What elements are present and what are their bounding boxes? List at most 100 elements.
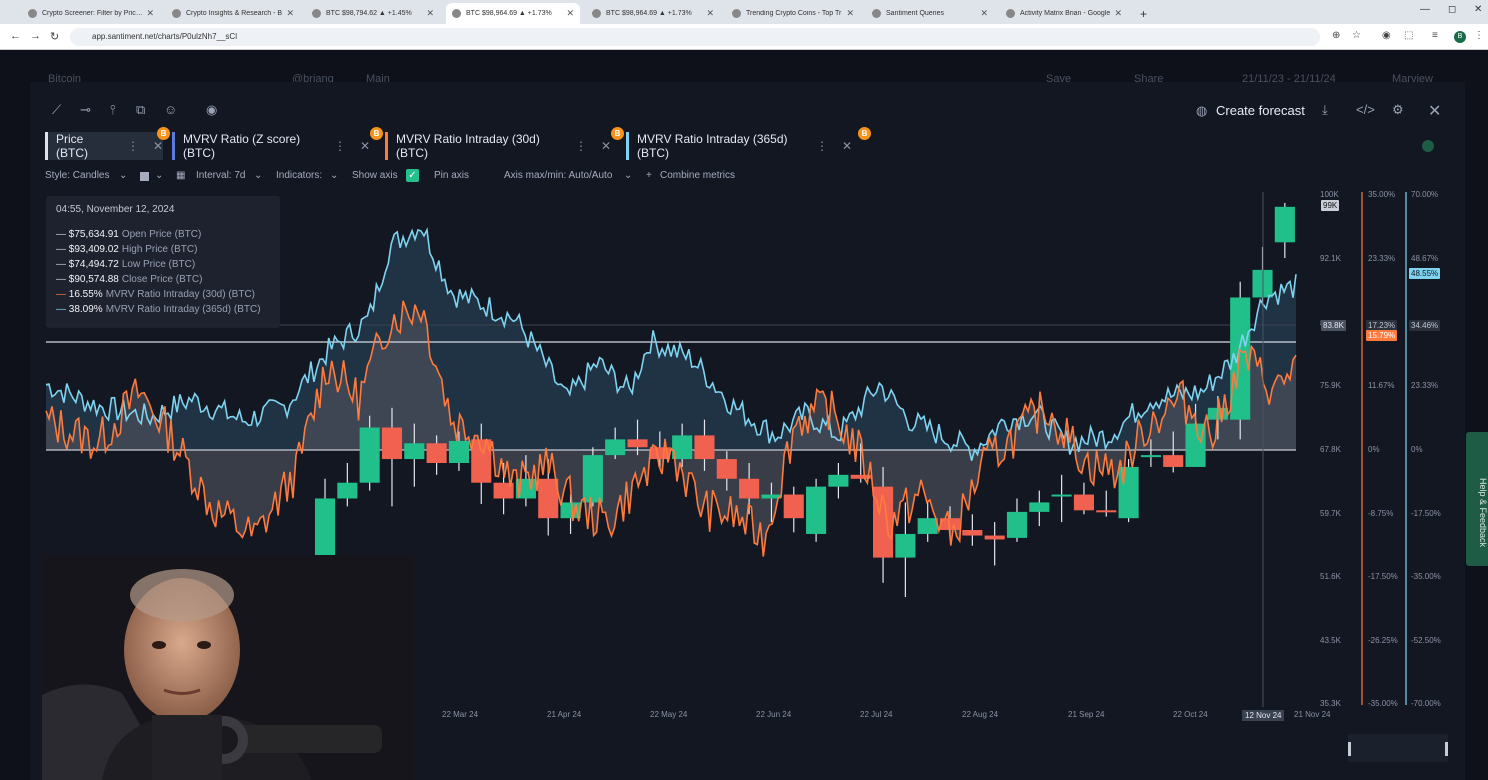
tab-title: Crypto Screener: Filter by Pric…: [42, 10, 143, 17]
metric-chip[interactable]: MVRV Ratio Intraday (30d) (BTC) ⋮ ✕: [385, 132, 611, 160]
line-tool-icon[interactable]: ⟋: [52, 102, 62, 117]
close-tab-icon[interactable]: ✕: [846, 8, 854, 18]
extensions-icon[interactable]: ⬚: [1404, 30, 1414, 41]
reload-icon[interactable]: ↻: [50, 31, 60, 43]
close-tab-icon[interactable]: ✕: [146, 8, 154, 18]
candle-body: [538, 478, 559, 519]
metric-chip[interactable]: Price (BTC) ⋮ ✕: [45, 132, 163, 160]
x-axis-label: 22 Aug 24: [962, 710, 999, 719]
remove-metric-icon[interactable]: ✕: [152, 139, 163, 153]
forward-icon[interactable]: →: [30, 30, 41, 42]
profile-avatar[interactable]: B: [1454, 31, 1466, 43]
interval-select[interactable]: Interval: 7d: [196, 170, 246, 181]
help-feedback-tab[interactable]: Help & Feedback: [1466, 432, 1488, 566]
settings-gear-icon[interactable]: ⚙: [1392, 102, 1404, 117]
favicon-icon: [452, 9, 461, 18]
tooltip-label: MVRV Ratio Intraday (30d) (BTC): [105, 289, 256, 300]
show-axis-checkbox[interactable]: ✓: [406, 169, 419, 182]
series-swatch: —: [56, 289, 69, 300]
candle-body: [783, 494, 804, 519]
tab-title: Santiment Queries: [886, 10, 944, 17]
remove-metric-icon[interactable]: ✕: [600, 139, 611, 153]
browser-tab[interactable]: Activity Matrix Brian - Google S…✕: [1000, 3, 1128, 24]
remove-metric-icon[interactable]: ✕: [359, 139, 370, 153]
maximize-icon[interactable]: ◻: [1448, 4, 1457, 15]
price-chart[interactable]: [30, 82, 1465, 780]
tooltip-value: 16.55%: [68, 289, 103, 300]
browser-tab[interactable]: Crypto Insights & Research - B… ✕: [166, 3, 300, 24]
price-axis-tick: 59.7K: [1320, 509, 1341, 518]
indicators-select[interactable]: Indicators:: [276, 170, 323, 181]
axis-maxmin-select[interactable]: Axis max/min: Auto/Auto: [504, 170, 613, 181]
browser-tab[interactable]: BTC $98,964.69 ▲ +1.73% ✕: [586, 3, 720, 24]
create-forecast-button[interactable]: Create forecast: [1216, 103, 1305, 118]
close-tab-icon[interactable]: ✕: [286, 8, 294, 18]
browser-tab[interactable]: Crypto Screener: Filter by Pric… ✕: [22, 3, 160, 24]
browser-tab[interactable]: Santiment Queries ✕: [866, 3, 994, 24]
tooltip-date: 04:55, November 12, 2024: [56, 204, 175, 215]
close-modal-icon[interactable]: ✕: [1428, 103, 1442, 120]
tooltip-value: 38.09%: [68, 304, 103, 315]
mvrv365-axis-tick: 23.33%: [1411, 381, 1439, 390]
candle-body: [649, 447, 670, 460]
hline-tool-icon[interactable]: ⊸: [80, 102, 91, 117]
camera-icon[interactable]: ◉: [1382, 30, 1391, 41]
metric-options-icon[interactable]: ⋮: [126, 139, 139, 153]
mvrv365-area: [46, 229, 1296, 461]
metric-label: MVRV Ratio Intraday (365d) (BTC): [637, 132, 788, 160]
minimize-icon[interactable]: —: [1420, 4, 1430, 15]
emoji-tool-icon[interactable]: ☺: [164, 102, 178, 117]
address-bar: ← → ↻ app.santiment.net/charts/P0ulzNh7_…: [0, 24, 1488, 50]
style-select[interactable]: Style: Candles: [45, 170, 110, 181]
x-axis-label: 22 Oct 24: [1173, 710, 1208, 719]
bitcoin-badge-icon: B: [157, 127, 170, 140]
candle-body: [337, 482, 358, 499]
price-axis-tick: 75.9K: [1320, 381, 1341, 390]
embed-code-icon[interactable]: </>: [1356, 102, 1375, 117]
url-field[interactable]: app.santiment.net/charts/P0ulzNh7__sCl: [70, 28, 1320, 46]
candle-body: [984, 535, 1005, 540]
tooltip-label: Close Price (BTC): [121, 274, 203, 285]
metric-options-icon[interactable]: ⋮: [574, 139, 587, 153]
vline-tool-icon[interactable]: ⫯: [110, 102, 116, 117]
tab-title: Trending Crypto Coins - Top Tr…: [746, 10, 843, 17]
mvrv365-line: [45, 227, 1297, 461]
metric-chip[interactable]: MVRV Ratio (Z score) (BTC) ⋮ ✕: [172, 132, 370, 160]
close-tab-icon[interactable]: ✕: [426, 8, 434, 18]
menu-icon[interactable]: ⋮: [1474, 30, 1484, 41]
mvrv30-line: [45, 300, 1297, 557]
close-tab-icon[interactable]: ✕: [1114, 8, 1122, 18]
combine-metrics-button[interactable]: Combine metrics: [660, 170, 736, 181]
note-tool-icon[interactable]: ⧉: [136, 102, 146, 117]
close-tab-icon[interactable]: ✕: [706, 8, 714, 18]
x-axis-label: 21 Apr 24: [547, 710, 582, 719]
tab-title: BTC $98,964.69 ▲ +1.73%: [606, 10, 692, 17]
mvrv30-axis-tick: -17.50%: [1368, 572, 1398, 581]
close-tab-icon[interactable]: ✕: [980, 8, 988, 18]
eye-icon[interactable]: ◉: [206, 102, 218, 117]
zoom-icon[interactable]: ⊕: [1332, 30, 1341, 41]
color-swatch[interactable]: [140, 172, 149, 181]
metric-label: MVRV Ratio (Z score) (BTC): [183, 132, 301, 160]
cast-icon[interactable]: ≡: [1432, 30, 1438, 41]
remove-metric-icon[interactable]: ✕: [841, 139, 852, 153]
close-tab-icon[interactable]: ✕: [566, 8, 574, 18]
browser-tab[interactable]: BTC $98,964.69 ▲ +1.73% ✕: [446, 3, 580, 24]
browser-tab[interactable]: Trending Crypto Coins - Top Tr… ✕: [726, 3, 860, 24]
candle-body: [605, 439, 626, 456]
metric-options-icon[interactable]: ⋮: [815, 139, 828, 153]
close-window-icon[interactable]: ✕: [1474, 4, 1483, 15]
metric-chip[interactable]: MVRV Ratio Intraday (365d) (BTC) ⋮ ✕: [626, 132, 852, 160]
back-icon[interactable]: ←: [10, 30, 21, 42]
metric-options-icon[interactable]: ⋮: [333, 139, 346, 153]
presenter-video: [42, 555, 414, 780]
pin-axis-label[interactable]: Pin axis: [434, 170, 470, 181]
candle-body: [962, 530, 983, 536]
tooltip-label: MVRV Ratio Intraday (365d) (BTC): [105, 304, 261, 315]
download-icon[interactable]: ⤓: [1322, 102, 1328, 117]
price-axis-tick: 67.8K: [1320, 445, 1341, 454]
new-tab-icon[interactable]: +: [1140, 6, 1148, 21]
browser-tab[interactable]: BTC $98,794.62 ▲ +1.45% ✕: [306, 3, 440, 24]
bookmark-star-icon[interactable]: ☆: [1352, 30, 1361, 41]
favicon-icon: [312, 9, 321, 18]
